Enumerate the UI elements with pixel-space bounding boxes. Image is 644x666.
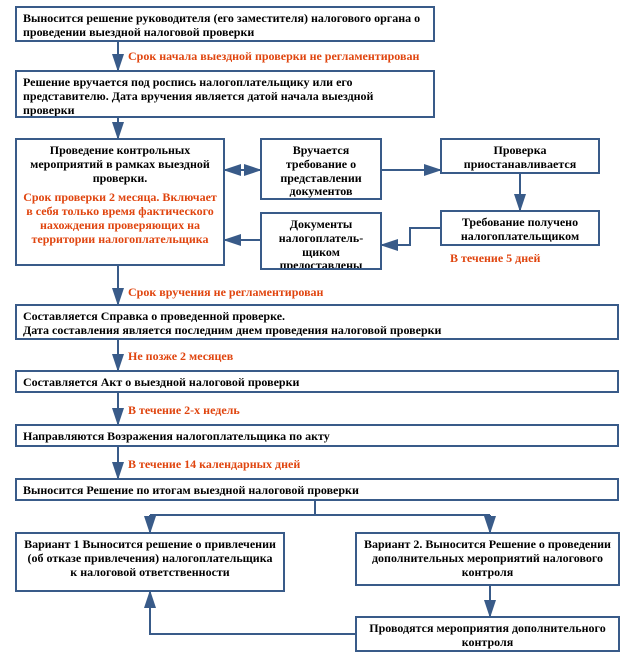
flow-node-b1: Выносится решение руководителя (его заме… [15, 6, 435, 42]
node-text-black: Проведение контрольных мероприятий в рам… [23, 144, 217, 185]
flow-arrow [150, 592, 355, 634]
flow-node-b6: Документы налогоплатель­щиком предоставл… [260, 212, 382, 270]
flow-node-b4: Вручается требование о представлении док… [260, 138, 382, 200]
flow-node-b9: Составляется Акт о выездной налоговой пр… [15, 370, 619, 393]
flow-arrow [382, 228, 440, 245]
annotation-n2: Срок вручения не регламентирован [128, 286, 323, 300]
flow-node-b5: Проверка приостанавливается [440, 138, 600, 174]
flow-node-b12: Вариант 1 Выносится решение о привлечени… [15, 532, 285, 592]
annotation-n3: В течение 5 дней [450, 252, 540, 266]
annotation-n1: Срок начала выездной проверки не регламе… [128, 50, 419, 64]
flow-node-b10: Направляются Возражения налогоплательщик… [15, 424, 619, 447]
flow-node-b3: Проведение контрольных мероприятий в рам… [15, 138, 225, 266]
flow-node-b8: Составляется Справка о проведенной прове… [15, 304, 619, 340]
flow-node-b2: Решение вручается под роспись налогоплат… [15, 70, 435, 118]
annotation-n6: В течение 14 календарных дней [128, 458, 300, 472]
annotation-n4: Не позже 2 месяцев [128, 350, 233, 364]
flow-node-b7: Требование получено налогоплательщиком [440, 210, 600, 246]
annotation-n5: В течение 2-х недель [128, 404, 240, 418]
flow-node-b14: Проводятся мероприятия дополнительного к… [355, 616, 620, 652]
node-text-orange: Срок проверки 2 месяца. Включает в себя … [23, 191, 217, 246]
flow-node-b13: Вариант 2. Выносится Решение о проведени… [355, 532, 620, 586]
flow-node-b11: Выносится Решение по итогам выездной нал… [15, 478, 619, 501]
